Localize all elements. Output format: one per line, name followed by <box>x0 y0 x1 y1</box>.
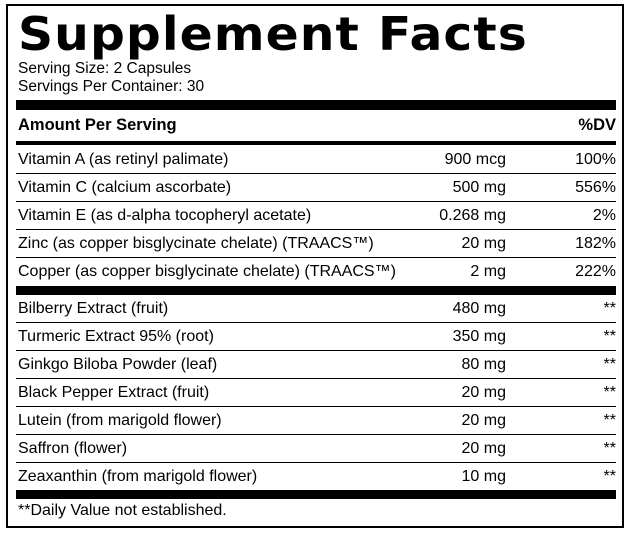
servings-per-container: Servings Per Container: 30 <box>18 78 205 95</box>
supplement-facts-panel: Supplement Facts Serving Size: 2 Capsule… <box>6 4 624 528</box>
row-divider <box>16 229 616 230</box>
row-divider <box>16 378 616 379</box>
ingredient-row: Turmeric Extract 95% (root) 350 mg ** <box>18 323 616 350</box>
row-divider <box>16 434 616 435</box>
ingredient-amount: 20 mg <box>461 412 506 429</box>
row-divider <box>16 350 616 351</box>
nutrient-row: Zinc (as copper bisglycinate chelate) (T… <box>18 230 616 257</box>
ingredient-dv: ** <box>603 440 616 457</box>
ingredient-row: Saffron (flower) 20 mg ** <box>18 435 616 462</box>
nutrient-name: Vitamin E (as d-alpha tocopheryl acetate… <box>18 207 312 224</box>
ingredient-name: Ginkgo Biloba Powder (leaf) <box>18 356 218 373</box>
ingredient-row: Zeaxanthin (from marigold flower) 10 mg … <box>18 463 616 490</box>
header-row: Amount Per Serving %DV <box>18 112 616 139</box>
serving-size: Serving Size: 2 Capsules <box>18 60 192 77</box>
nutrient-amount: 2 mg <box>470 263 506 280</box>
divider-section <box>16 286 616 295</box>
ingredient-dv: ** <box>603 384 616 401</box>
nutrient-dv: 100% <box>575 151 616 168</box>
ingredient-amount: 10 mg <box>461 468 506 485</box>
footnote: **Daily Value not established. <box>18 502 227 519</box>
ingredient-name: Turmeric Extract 95% (root) <box>18 328 214 345</box>
nutrient-name: Vitamin C (calcium ascorbate) <box>18 179 232 196</box>
divider-thick-top <box>16 100 616 110</box>
ingredient-amount: 480 mg <box>452 300 506 317</box>
ingredient-dv: ** <box>603 468 616 485</box>
ingredient-dv: ** <box>603 412 616 429</box>
ingredient-dv: ** <box>603 356 616 373</box>
divider-header <box>16 141 616 145</box>
panel-title: Supplement Facts <box>18 7 528 61</box>
nutrient-dv: 182% <box>575 235 616 252</box>
nutrient-name: Vitamin A (as retinyl palimate) <box>18 151 229 168</box>
ingredient-name: Black Pepper Extract (fruit) <box>18 384 210 401</box>
row-divider <box>16 322 616 323</box>
ingredient-amount: 20 mg <box>461 440 506 457</box>
ingredient-name: Bilberry Extract (fruit) <box>18 300 169 317</box>
ingredient-amount: 80 mg <box>461 356 506 373</box>
nutrient-row: Copper (as copper bisglycinate chelate) … <box>18 258 616 285</box>
ingredient-row: Lutein (from marigold flower) 20 mg ** <box>18 407 616 434</box>
ingredient-amount: 350 mg <box>452 328 506 345</box>
ingredient-name: Lutein (from marigold flower) <box>18 412 222 429</box>
ingredient-name: Saffron (flower) <box>18 440 128 457</box>
divider-thick-bottom <box>16 490 616 499</box>
row-divider <box>16 462 616 463</box>
ingredient-name: Zeaxanthin (from marigold flower) <box>18 468 258 485</box>
row-divider <box>16 406 616 407</box>
row-divider <box>16 201 616 202</box>
nutrient-row: Vitamin A (as retinyl palimate) 900 mcg … <box>18 146 616 173</box>
nutrient-name: Copper (as copper bisglycinate chelate) … <box>18 263 396 280</box>
row-divider <box>16 257 616 258</box>
ingredient-amount: 20 mg <box>461 384 506 401</box>
ingredient-dv: ** <box>603 300 616 317</box>
nutrient-dv: 556% <box>575 179 616 196</box>
nutrient-amount: 0.268 mg <box>439 207 506 224</box>
nutrient-row: Vitamin E (as d-alpha tocopheryl acetate… <box>18 202 616 229</box>
row-divider <box>16 173 616 174</box>
nutrient-row: Vitamin C (calcium ascorbate) 500 mg 556… <box>18 174 616 201</box>
nutrient-amount: 20 mg <box>461 235 506 252</box>
nutrient-amount: 900 mcg <box>444 151 506 168</box>
nutrient-name: Zinc (as copper bisglycinate chelate) (T… <box>18 235 374 252</box>
nutrient-dv: 2% <box>592 207 616 224</box>
nutrient-dv: 222% <box>575 263 616 280</box>
ingredient-row: Ginkgo Biloba Powder (leaf) 80 mg ** <box>18 351 616 378</box>
ingredient-row: Black Pepper Extract (fruit) 20 mg ** <box>18 379 616 406</box>
nutrient-amount: 500 mg <box>452 179 506 196</box>
dv-header-label: %DV <box>578 116 616 134</box>
amount-per-serving-label: Amount Per Serving <box>18 116 177 134</box>
ingredient-row: Bilberry Extract (fruit) 480 mg ** <box>18 295 616 322</box>
ingredient-dv: ** <box>603 328 616 345</box>
